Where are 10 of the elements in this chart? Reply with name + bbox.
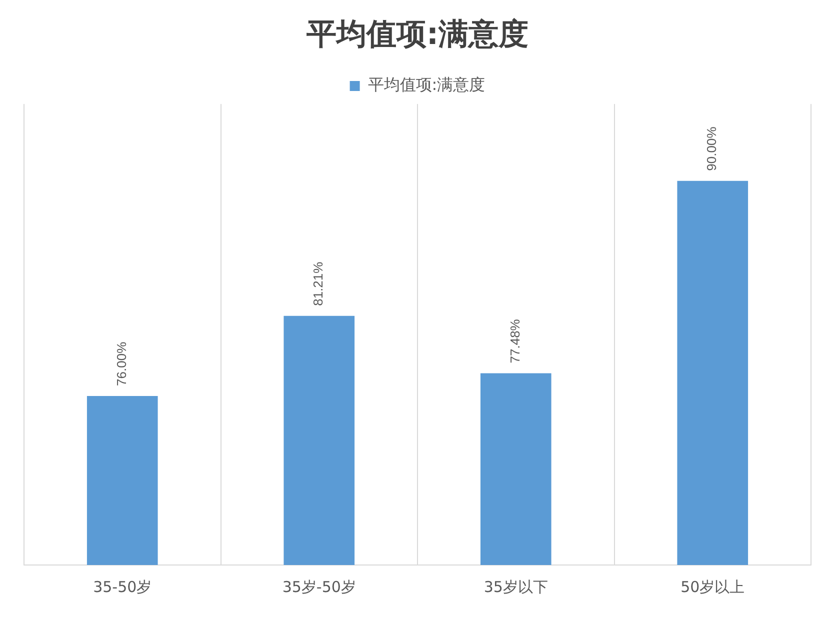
x-tick-label: 35岁以下 [484,578,548,596]
data-label: 90.00% [704,126,720,171]
x-tick-label: 35岁-50岁 [282,578,356,596]
x-tick-label: 50岁以上 [680,578,745,596]
legend-label: 平均值项:满意度 [368,75,486,94]
data-label: 76.00% [114,341,129,386]
x-tick-label: 35-50岁 [93,578,152,596]
data-label: 81.21% [310,261,326,306]
data-label: 77.48% [507,318,522,364]
chart-title: 平均值项:满意度 [306,16,528,52]
